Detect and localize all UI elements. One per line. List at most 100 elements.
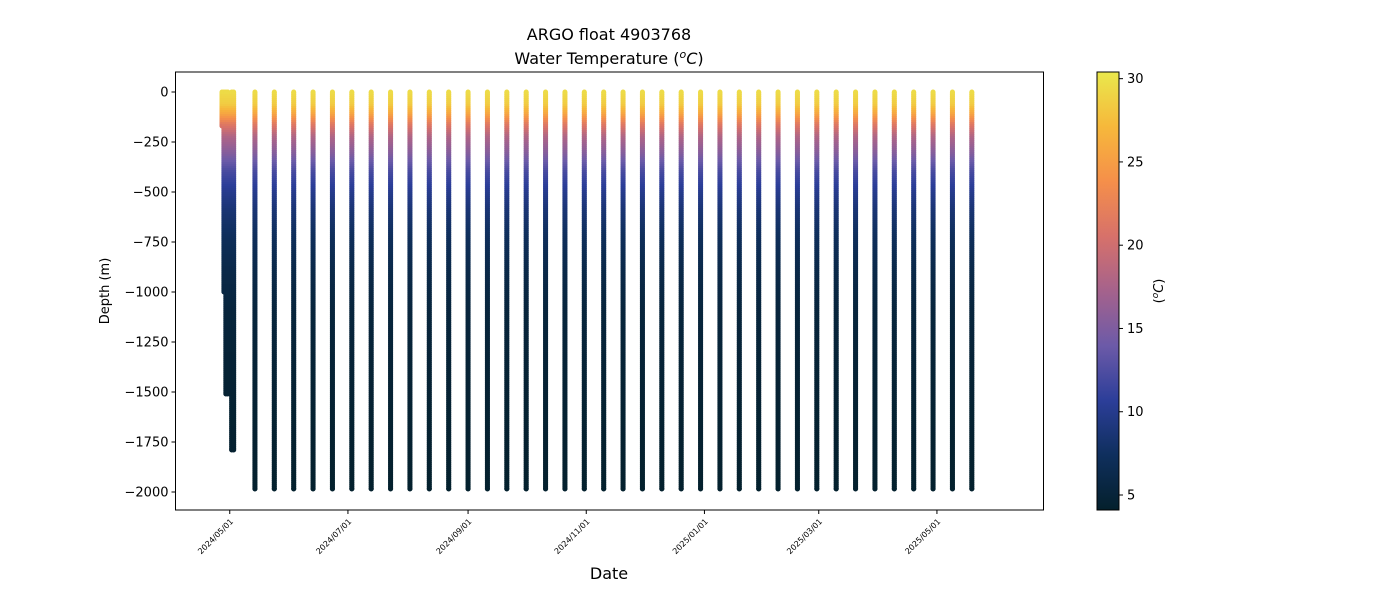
profile-segment: [231, 182, 237, 185]
profile-segment: [562, 116, 568, 119]
profile-segment: [465, 478, 471, 481]
profile-segment: [349, 250, 355, 253]
profile-segment: [368, 464, 374, 467]
profile-segment: [252, 212, 258, 215]
profile-segment: [271, 402, 277, 405]
profile-segment: [291, 430, 297, 433]
profile-segment: [504, 418, 510, 421]
profile-segment: [639, 324, 645, 327]
profile-segment: [349, 460, 355, 463]
profile-segment: [329, 480, 335, 483]
profile-segment: [523, 120, 529, 123]
profile-segment: [523, 460, 529, 463]
profile-segment: [446, 440, 452, 443]
profile-segment: [523, 254, 529, 257]
profile-segment: [368, 284, 374, 287]
profile-segment: [562, 114, 568, 117]
profile-segment: [231, 112, 237, 115]
profile-segment: [407, 366, 413, 369]
profile-segment: [388, 214, 394, 217]
profile-segment: [271, 190, 277, 193]
profile-segment: [484, 298, 490, 301]
profile-segment: [231, 124, 237, 127]
profile-segment: [310, 466, 316, 469]
profile-segment: [291, 154, 297, 157]
profile-segment: [291, 188, 297, 191]
profile-segment: [329, 292, 335, 295]
profile-segment: [639, 186, 645, 189]
profile-segment: [543, 184, 549, 187]
profile-segment: [581, 462, 587, 465]
profile-segment: [446, 220, 452, 223]
profile-segment: [601, 202, 607, 205]
profile-segment: [349, 120, 355, 123]
profile-segment: [252, 440, 258, 443]
profile-segment: [543, 310, 549, 313]
profile-segment: [523, 258, 529, 261]
profile-segment: [231, 108, 237, 111]
profile-segment: [523, 260, 529, 263]
profile-segment: [349, 326, 355, 329]
profile-column: [581, 89, 587, 492]
profile-segment: [562, 378, 568, 381]
profile-segment: [388, 262, 394, 265]
profile-segment: [620, 480, 626, 483]
profile-segment: [368, 178, 374, 181]
profile-segment: [388, 372, 394, 375]
profile-segment: [523, 370, 529, 373]
profile-segment: [465, 416, 471, 419]
profile-segment: [291, 366, 297, 369]
profile-segment: [252, 390, 258, 393]
profile-segment: [310, 254, 316, 257]
profile-segment: [231, 424, 237, 427]
profile-segment: [581, 250, 587, 253]
profile-segment: [620, 374, 626, 377]
profile-segment: [620, 384, 626, 387]
profile-segment: [310, 228, 316, 231]
profile-segment: [426, 278, 432, 281]
profile-segment: [271, 144, 277, 147]
profile-segment: [543, 194, 549, 197]
profile-segment: [562, 234, 568, 237]
profile-segment: [601, 362, 607, 365]
profile-segment: [407, 374, 413, 377]
profile-bottom-point: [231, 447, 237, 453]
profile-segment: [388, 184, 394, 187]
profile-segment: [291, 274, 297, 277]
profile-segment: [426, 136, 432, 139]
profile-segment: [620, 180, 626, 183]
profile-segment: [329, 284, 335, 287]
profile-segment: [639, 214, 645, 217]
profile-segment: [504, 346, 510, 349]
profile-segment: [523, 94, 529, 97]
profile-segment: [523, 414, 529, 417]
profile-segment: [388, 136, 394, 139]
profile-segment: [252, 294, 258, 297]
profile-segment: [388, 146, 394, 149]
profile-segment: [310, 188, 316, 191]
profile-segment: [484, 398, 490, 401]
profile-segment: [231, 442, 237, 445]
profile-segment: [446, 208, 452, 211]
profile-segment: [601, 220, 607, 223]
profile-segment: [562, 168, 568, 171]
profile-segment: [446, 266, 452, 269]
profile-segment: [368, 246, 374, 249]
profile-segment: [562, 182, 568, 185]
profile-segment: [581, 432, 587, 435]
profile-segment: [562, 278, 568, 281]
profile-segment: [252, 282, 258, 285]
profile-segment: [368, 466, 374, 469]
profile-segment: [271, 308, 277, 311]
profile-segment: [581, 268, 587, 271]
profile-segment: [562, 420, 568, 423]
profile-segment: [543, 474, 549, 477]
profile-segment: [252, 474, 258, 477]
profile-segment: [388, 426, 394, 429]
profile-segment: [291, 128, 297, 131]
profile-segment: [484, 282, 490, 285]
profile-segment: [271, 228, 277, 231]
profile-segment: [349, 154, 355, 157]
profile-segment: [225, 116, 231, 119]
profile-segment: [291, 264, 297, 267]
